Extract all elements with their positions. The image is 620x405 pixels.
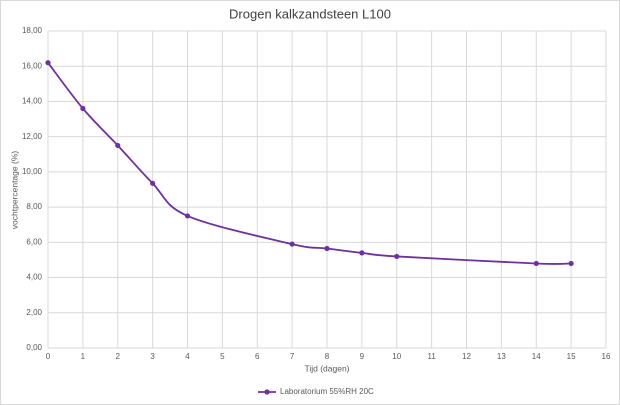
data-point — [115, 142, 121, 149]
x-tick-label: 9 — [360, 352, 365, 361]
x-tick-label: 16 — [602, 352, 611, 361]
x-tick-label: 4 — [185, 352, 190, 361]
x-tick-label: 11 — [427, 352, 436, 361]
x-tick-label: 10 — [392, 352, 401, 361]
data-point — [324, 245, 330, 252]
y-tick-label: 8,00 — [26, 202, 42, 211]
data-point — [359, 250, 365, 256]
data-point — [150, 180, 156, 186]
x-axis-label: Tijd (dagen) — [304, 363, 349, 373]
x-tick-label: 2 — [116, 352, 121, 361]
y-tick-label: 6,00 — [26, 237, 42, 246]
x-tick-label: 12 — [462, 352, 471, 361]
x-tick-label: 6 — [255, 352, 260, 361]
x-tick-label: 8 — [325, 352, 330, 361]
y-tick-label: 12,00 — [22, 132, 43, 141]
legend-label: Laboratorium 55%RH 20C — [280, 387, 374, 396]
x-tick-label: 13 — [497, 352, 506, 361]
y-tick-label: 4,00 — [26, 273, 42, 282]
x-tick-label: 3 — [150, 352, 155, 361]
data-point — [80, 105, 86, 112]
chart-title: Drogen kalkzandsteen L100 — [229, 6, 391, 21]
y-tick-label: 0,00 — [26, 343, 42, 352]
x-tick-label: 5 — [220, 352, 225, 361]
data-point — [568, 260, 574, 267]
x-tick-label: 15 — [567, 352, 576, 361]
data-point — [394, 253, 400, 260]
x-tick-label: 14 — [532, 352, 541, 361]
y-tick-label: 18,00 — [22, 26, 43, 35]
legend-marker — [264, 389, 270, 395]
x-tick-label: 7 — [290, 352, 295, 361]
x-tick-label: 0 — [46, 352, 51, 361]
data-point — [184, 213, 191, 219]
y-tick-label: 16,00 — [22, 61, 43, 70]
y-tick-label: 14,00 — [22, 97, 43, 106]
data-point — [533, 260, 539, 267]
y-axis-label: vochtpercentage (%) — [9, 151, 19, 230]
data-point — [45, 60, 51, 66]
data-point — [289, 241, 295, 247]
y-tick-label: 10,00 — [22, 167, 43, 176]
y-tick-label: 2,00 — [26, 308, 42, 317]
x-tick-label: 1 — [81, 352, 86, 361]
